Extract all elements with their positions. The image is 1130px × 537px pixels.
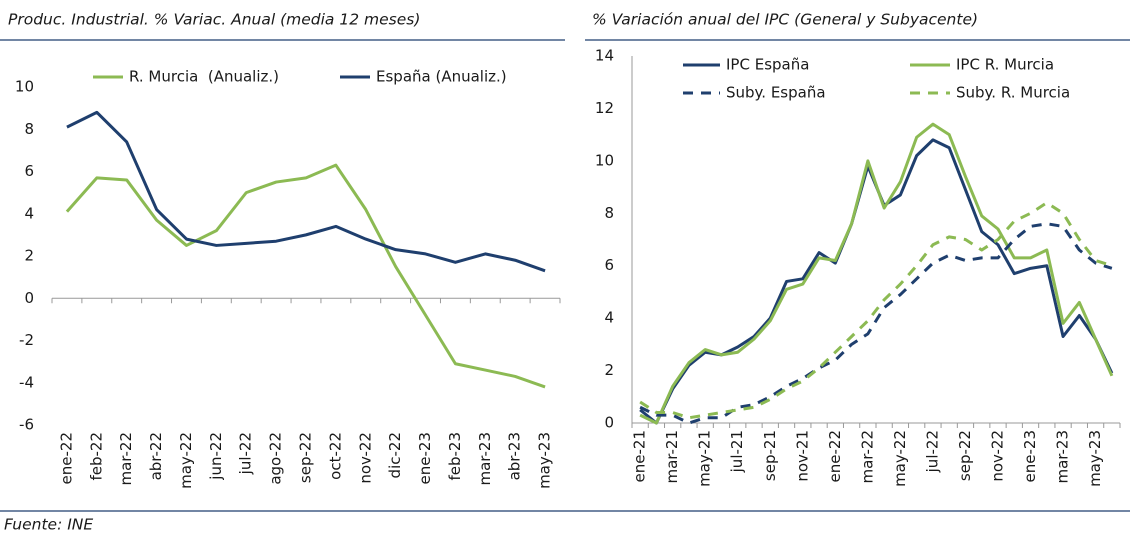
x-tick-label: mar-23: [476, 432, 494, 486]
y-tick-label: 0: [604, 414, 614, 432]
x-tick-label: ene-21: [631, 430, 649, 482]
series-line: [66, 110, 546, 273]
y-tick-label: 2: [24, 247, 34, 265]
y-tick-label: 4: [24, 204, 34, 222]
x-tick-label: jul-22: [923, 430, 941, 473]
x-tick-label: may-23: [1086, 430, 1104, 487]
x-tick-label: sep-22: [297, 432, 315, 483]
y-tick-label: -2: [19, 331, 34, 349]
x-tick-label: mar-23: [1054, 430, 1072, 484]
series-line: [639, 201, 1113, 420]
x-tick-label: feb-23: [446, 432, 464, 481]
chart-title: % Variación anual del IPC (General y Sub…: [592, 11, 978, 29]
x-tick-label: nov-22: [989, 430, 1007, 482]
x-tick-label: ene-23: [1021, 430, 1039, 482]
chart-title: Produc. Industrial. % Variac. Anual (med…: [8, 11, 420, 29]
series-line: [65, 163, 546, 389]
x-tick-label: ene-22: [57, 432, 75, 484]
y-tick-label: 2: [604, 361, 614, 379]
legend-label: Suby. España: [726, 84, 826, 102]
x-tick-label: jul-21: [728, 430, 746, 473]
y-tick-label: -4: [19, 373, 34, 391]
y-tick-label: 12: [595, 99, 614, 117]
y-tick-label: 8: [604, 204, 614, 222]
x-tick-label: oct-22: [326, 432, 344, 480]
y-tick-label: 8: [24, 120, 34, 138]
x-tick-label: ene-23: [416, 432, 434, 484]
series-line: [639, 122, 1114, 425]
y-tick-label: 0: [24, 289, 34, 307]
x-tick-label: mar-21: [663, 430, 681, 484]
x-tick-label: may-22: [177, 432, 195, 489]
x-tick-label: ene-22: [826, 430, 844, 482]
x-tick-label: ago-22: [267, 432, 285, 485]
x-tick-label: sep-22: [956, 430, 974, 481]
y-tick-label: -6: [19, 416, 34, 434]
x-tick-label: dic-22: [386, 432, 404, 478]
x-tick-label: abr-23: [506, 432, 524, 480]
x-tick-label: jul-22: [237, 432, 255, 475]
x-tick-label: abr-22: [147, 432, 165, 480]
legend-label: IPC R. Murcia: [956, 56, 1054, 74]
x-tick-label: may-23: [536, 432, 554, 489]
x-tick-label: sep-21: [761, 430, 779, 481]
x-tick-label: mar-22: [858, 430, 876, 484]
x-tick-label: feb-22: [87, 432, 105, 481]
x-tick-label: jun-22: [207, 432, 225, 481]
legend-label: España (Anualiz.): [376, 68, 507, 86]
x-tick-label: may-21: [696, 430, 714, 487]
legend-label: Suby. R. Murcia: [956, 84, 1070, 102]
legend-label: R. Murcia (Anualiz.): [129, 68, 279, 86]
y-tick-label: 4: [604, 309, 614, 327]
x-tick-label: mar-22: [117, 432, 135, 486]
series-line: [639, 222, 1113, 425]
legend-label: IPC España: [726, 56, 809, 74]
y-tick-label: 14: [595, 47, 614, 65]
source: Fuente: INE: [4, 516, 93, 534]
x-tick-label: nov-21: [793, 430, 811, 482]
y-tick-label: 10: [15, 78, 34, 96]
x-tick-label: nov-22: [356, 432, 374, 484]
x-tick-label: may-22: [891, 430, 909, 487]
y-tick-label: 6: [604, 256, 614, 274]
y-tick-label: 10: [595, 151, 614, 169]
y-tick-label: 6: [24, 162, 34, 180]
